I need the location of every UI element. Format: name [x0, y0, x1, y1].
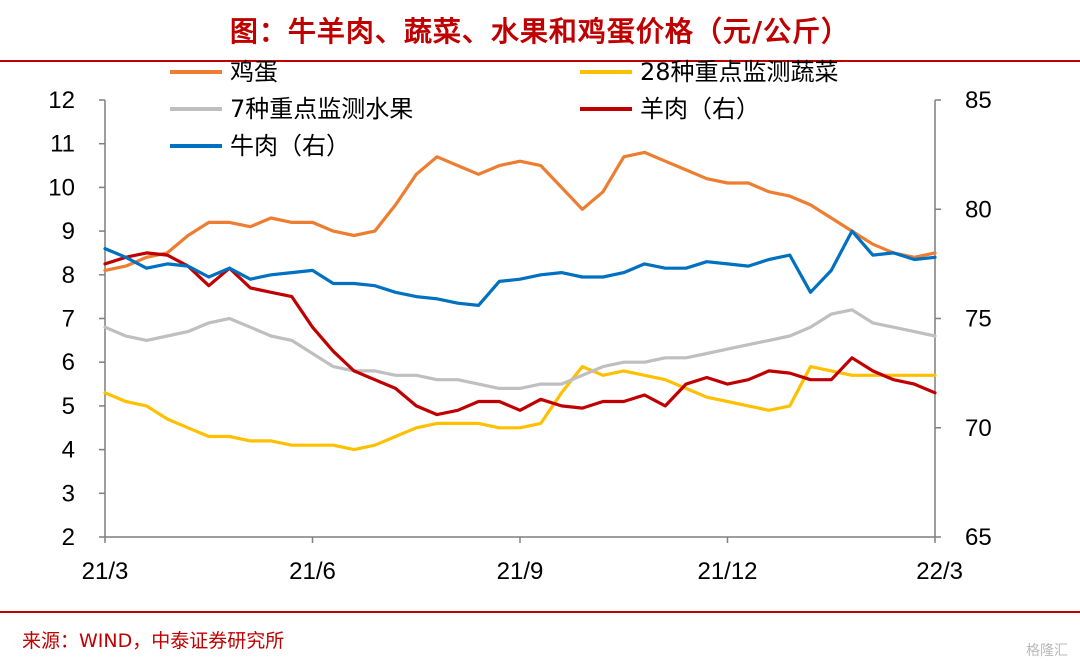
left-tick-label: 11 [50, 131, 75, 158]
x-tick-label: 22/3 [916, 558, 963, 585]
left-tick-label: 9 [62, 218, 75, 245]
legend-label: 牛肉（右） [230, 132, 350, 160]
left-tick-label: 7 [62, 306, 75, 333]
title-rule [0, 60, 1080, 62]
chart-title: 图：牛羊肉、蔬菜、水果和鸡蛋价格（元/公斤） [229, 15, 851, 48]
x-tick-label: 21/9 [497, 558, 544, 585]
left-tick-label: 12 [48, 87, 75, 114]
left-tick-label: 6 [62, 349, 75, 376]
series-line-4 [103, 229, 937, 307]
x-tick-label: 21/6 [289, 558, 336, 585]
right-tick-label: 70 [965, 415, 992, 442]
left-tick-label: 8 [62, 262, 75, 289]
series-line-1 [103, 365, 937, 452]
left-tick-label: 2 [62, 524, 75, 551]
legend: 鸡蛋 28种重点监测蔬菜 7种重点监测水果 羊肉（右） 牛肉（右） [170, 58, 839, 160]
right-tick-label: 65 [965, 524, 992, 551]
source-note: 来源：WIND，中泰证券研究所 [22, 630, 285, 652]
left-tick-label: 10 [48, 174, 75, 201]
series-line-3 [103, 251, 937, 417]
series-line-0 [103, 150, 937, 272]
legend-label: 28种重点监测蔬菜 [640, 58, 839, 86]
source-rule [0, 611, 1080, 613]
left-tick-label: 4 [62, 437, 75, 464]
legend-label: 鸡蛋 [230, 58, 278, 86]
series-lines [103, 150, 937, 452]
x-tick-label: 21/12 [697, 558, 757, 585]
right-tick-label: 75 [965, 306, 992, 333]
axes: 2 3 4 5 6 7 8 9 10 11 12 65 70 75 80 85 21/3 21/6 21/9 21/1… [48, 87, 991, 585]
watermark-logo: 格隆汇 [1026, 643, 1068, 659]
left-tick-label: 5 [62, 393, 75, 420]
x-tick-label: 21/3 [82, 558, 129, 585]
series-line-2 [103, 308, 937, 390]
legend-label: 羊肉（右） [640, 95, 760, 123]
left-tick-label: 3 [62, 480, 75, 507]
right-tick-label: 85 [965, 87, 992, 114]
legend-label: 7种重点监测水果 [230, 95, 413, 123]
right-tick-label: 80 [965, 196, 992, 223]
